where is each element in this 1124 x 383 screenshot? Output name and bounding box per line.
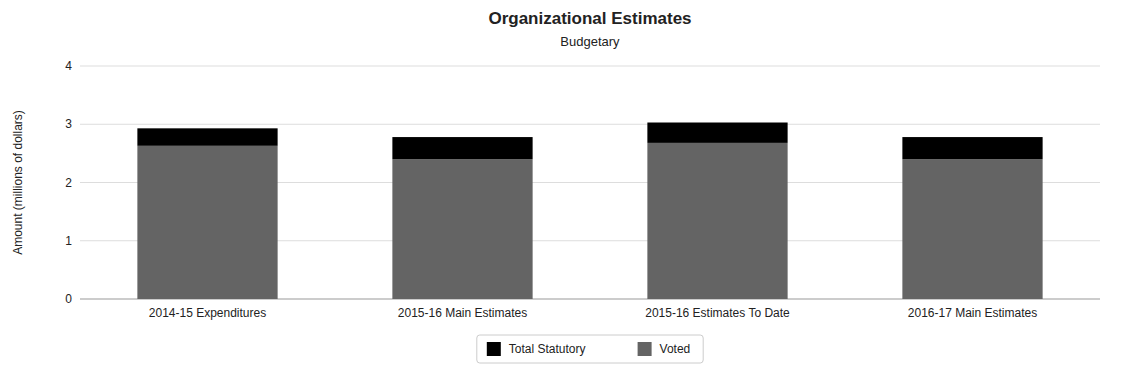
grid bbox=[80, 66, 1100, 299]
y-tick-label: 2 bbox=[65, 176, 72, 190]
y-tick-label: 1 bbox=[65, 234, 72, 248]
bar bbox=[137, 128, 277, 145]
bar bbox=[902, 137, 1042, 159]
x-tick-label: 2015-16 Estimates To Date bbox=[645, 306, 790, 320]
legend-label: Voted bbox=[660, 342, 691, 356]
x-tick-label: 2016-17 Main Estimates bbox=[908, 306, 1037, 320]
legend: Total Statutory Voted bbox=[477, 335, 703, 363]
chart-container: Organizational Estimates Budgetary 0 1 2 3 4 Am… bbox=[0, 0, 1124, 383]
title: Organizational Estimates bbox=[488, 9, 691, 28]
series bbox=[137, 143, 1042, 299]
legend-swatch bbox=[487, 342, 501, 356]
bar bbox=[392, 137, 532, 159]
legend-label: Total Statutory bbox=[509, 342, 586, 356]
bar bbox=[902, 159, 1042, 299]
chart: Organizational Estimates Budgetary 0 1 2 3 4 Am… bbox=[0, 0, 1124, 383]
bars bbox=[137, 123, 1042, 299]
y-axis-label: Amount (millions of dollars) bbox=[11, 110, 25, 255]
y-tick-label: 0 bbox=[65, 292, 72, 306]
bar bbox=[647, 123, 787, 143]
y-tick-label: 4 bbox=[65, 59, 72, 73]
legend-swatch bbox=[638, 342, 652, 356]
subtitle: Budgetary bbox=[560, 34, 620, 49]
grid-line bbox=[80, 66, 1100, 67]
legend-box bbox=[477, 335, 703, 363]
x-tick-label: 2015-16 Main Estimates bbox=[398, 306, 527, 320]
x-tick-label: 2014-15 Expenditures bbox=[149, 306, 266, 320]
bar bbox=[137, 146, 277, 299]
bar bbox=[392, 159, 532, 299]
y-tick-label: 3 bbox=[65, 117, 72, 131]
grid-line bbox=[80, 124, 1100, 125]
bar bbox=[647, 143, 787, 299]
series bbox=[137, 123, 1042, 160]
